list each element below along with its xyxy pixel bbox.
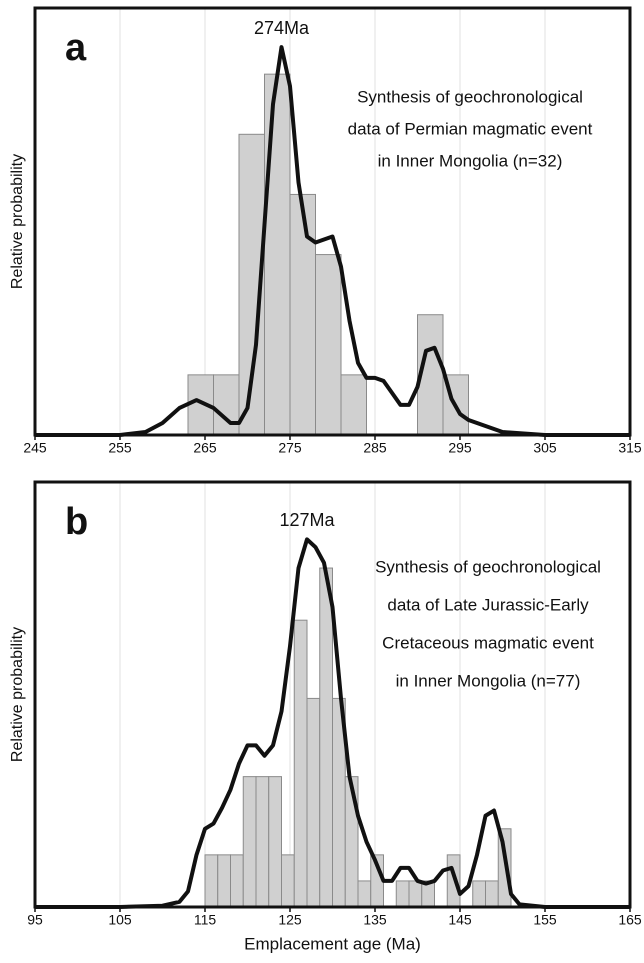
bar xyxy=(255,776,270,908)
annotation: data of Permian magmatic event xyxy=(348,119,593,138)
bar xyxy=(242,776,257,908)
bar xyxy=(306,697,321,908)
peak-label: 127Ma xyxy=(279,510,335,530)
x-axis-label: Emplacement age (Ma) xyxy=(244,934,421,953)
x-tick-label: 125 xyxy=(278,912,302,928)
plot-frame xyxy=(33,6,632,437)
panel-label: a xyxy=(65,27,87,69)
bar xyxy=(217,854,231,908)
bar xyxy=(472,880,486,908)
y-axis-label: Relative probability xyxy=(9,154,26,289)
plot-frame xyxy=(33,480,632,909)
density-curve xyxy=(35,45,630,437)
bar xyxy=(293,619,308,908)
x-tick-label: 255 xyxy=(108,440,132,456)
peak-label: 274Ma xyxy=(254,18,310,38)
x-tick-label: 285 xyxy=(363,440,387,456)
bar xyxy=(281,854,295,908)
x-tick-label: 315 xyxy=(618,440,642,456)
panel-label: b xyxy=(65,501,88,543)
x-tick-label: 295 xyxy=(448,440,472,456)
bar xyxy=(264,73,291,436)
annotation: Synthesis of geochronological xyxy=(357,87,583,106)
x-tick-label: 105 xyxy=(108,912,132,928)
annotation: Synthesis of geochronological xyxy=(375,557,601,576)
bar xyxy=(344,776,359,908)
annotation: data of Late Jurassic-Early xyxy=(387,595,589,614)
annotation: in Inner Mongolia (n=77) xyxy=(396,671,581,690)
x-tick-label: 115 xyxy=(194,912,217,928)
x-tick-label: 275 xyxy=(278,440,302,456)
bar xyxy=(357,880,372,908)
bar xyxy=(319,567,333,908)
bar xyxy=(315,254,342,436)
bar xyxy=(230,854,244,908)
bar xyxy=(395,880,410,908)
bar xyxy=(289,193,316,436)
bar xyxy=(446,854,461,908)
bar xyxy=(340,374,367,436)
bar xyxy=(204,854,219,908)
x-tick-label: 305 xyxy=(533,440,557,456)
bar xyxy=(268,776,282,908)
annotation: Cretaceous magmatic event xyxy=(382,633,594,652)
y-axis-label: Relative probability xyxy=(9,627,26,762)
x-tick-label: 245 xyxy=(23,440,47,456)
bar xyxy=(213,374,240,436)
x-tick-label: 155 xyxy=(533,912,557,928)
x-tick-label: 135 xyxy=(363,912,387,928)
x-tick-label: 265 xyxy=(193,440,217,456)
x-tick-label: 145 xyxy=(448,912,472,928)
x-tick-label: 95 xyxy=(27,912,43,928)
density-curve xyxy=(35,537,630,909)
x-tick-label: 165 xyxy=(618,912,642,928)
bar xyxy=(485,880,499,908)
annotation: in Inner Mongolia (n=32) xyxy=(378,151,563,170)
bar xyxy=(408,880,423,908)
